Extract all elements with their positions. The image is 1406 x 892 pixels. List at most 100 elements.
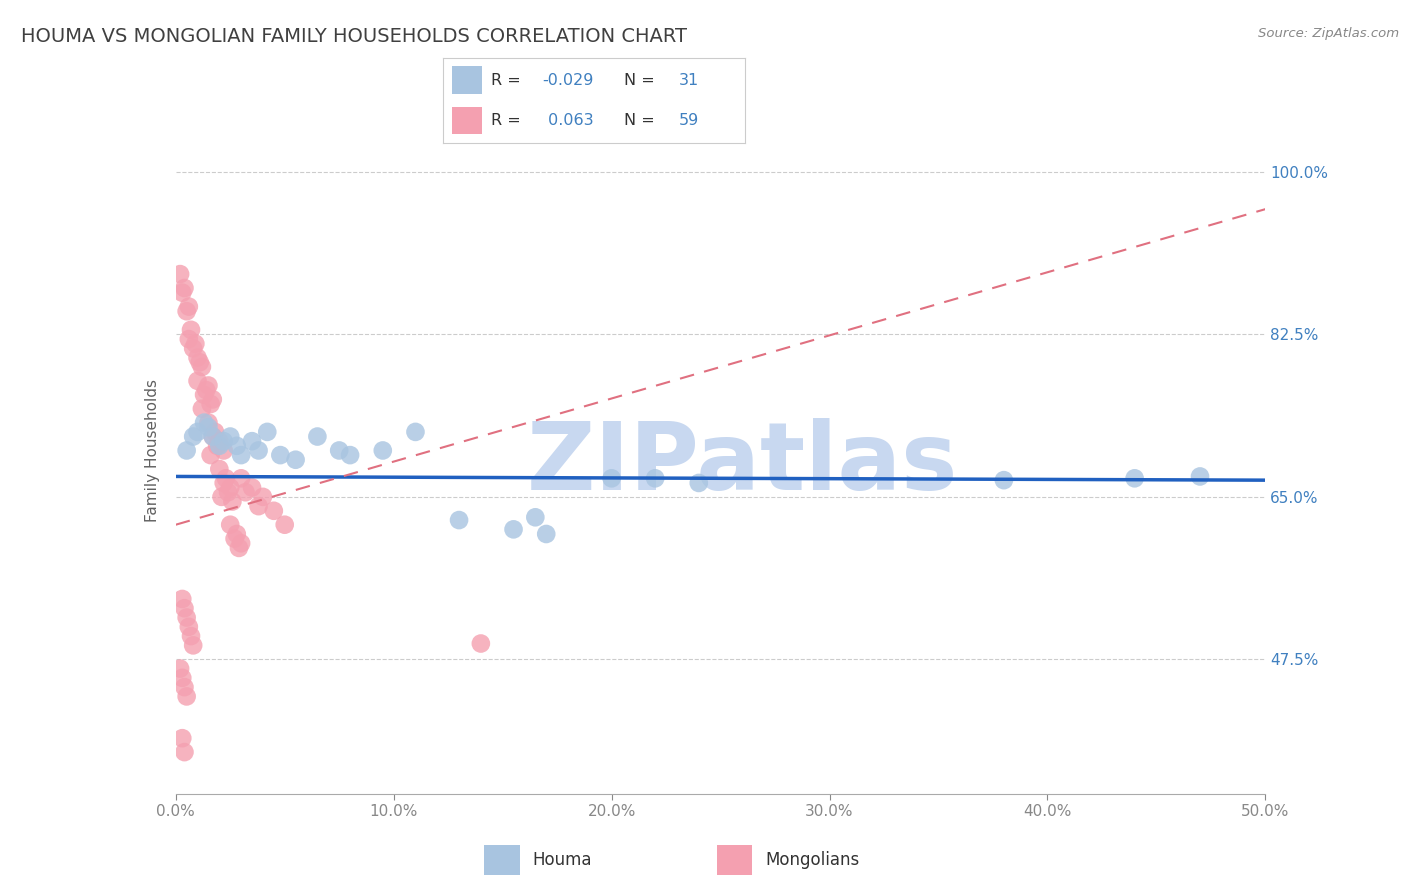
Point xyxy=(204,425,226,439)
Point xyxy=(169,267,191,281)
Point xyxy=(212,475,235,490)
Point xyxy=(231,536,253,550)
Point xyxy=(534,527,557,541)
Point xyxy=(208,462,231,476)
Bar xyxy=(451,67,482,94)
Text: 0.063: 0.063 xyxy=(543,113,593,128)
Point xyxy=(188,355,211,369)
Point xyxy=(200,448,222,462)
Point xyxy=(193,416,215,430)
Point xyxy=(191,401,214,416)
Point xyxy=(405,425,427,439)
Point xyxy=(193,388,215,402)
Bar xyxy=(451,107,482,134)
Point xyxy=(224,532,246,546)
Point xyxy=(240,434,263,449)
Point xyxy=(191,359,214,374)
Point xyxy=(219,429,242,443)
Bar xyxy=(484,845,520,875)
Point xyxy=(228,541,250,555)
Point xyxy=(184,336,207,351)
Point xyxy=(177,620,200,634)
Point xyxy=(173,680,195,694)
Point xyxy=(195,383,218,397)
Y-axis label: Family Households: Family Households xyxy=(145,379,160,522)
Point xyxy=(240,481,263,495)
Point xyxy=(263,504,285,518)
Point xyxy=(247,443,270,458)
Text: -0.029: -0.029 xyxy=(543,72,593,87)
Bar xyxy=(717,845,752,875)
Point xyxy=(247,499,270,513)
Text: 31: 31 xyxy=(679,72,699,87)
Point xyxy=(447,513,470,527)
Point xyxy=(328,443,350,458)
Text: Source: ZipAtlas.com: Source: ZipAtlas.com xyxy=(1258,27,1399,40)
Point xyxy=(470,636,492,650)
Point xyxy=(205,439,228,453)
Point xyxy=(371,443,394,458)
Point xyxy=(200,397,222,411)
Point xyxy=(181,429,204,443)
Point xyxy=(307,429,329,443)
Point xyxy=(269,448,291,462)
Point xyxy=(173,281,195,295)
Point xyxy=(211,490,233,504)
Point xyxy=(219,481,242,495)
Point xyxy=(212,434,235,449)
Point xyxy=(180,323,202,337)
Point xyxy=(197,420,219,434)
Text: Mongolians: Mongolians xyxy=(765,851,859,869)
Point xyxy=(252,490,274,504)
Point xyxy=(993,473,1015,487)
Point xyxy=(502,522,524,536)
Point xyxy=(688,475,710,490)
Point xyxy=(172,591,194,606)
Point xyxy=(256,425,278,439)
Point xyxy=(217,485,239,500)
Point xyxy=(231,471,253,485)
Point xyxy=(176,304,198,318)
Point xyxy=(231,448,253,462)
Point xyxy=(225,527,247,541)
Point xyxy=(172,671,194,685)
Text: 59: 59 xyxy=(679,113,699,128)
Point xyxy=(177,332,200,346)
Text: R =: R = xyxy=(491,72,526,87)
Point xyxy=(186,374,209,388)
Point xyxy=(235,485,257,500)
Point xyxy=(339,448,361,462)
Point xyxy=(169,662,191,676)
Point xyxy=(201,392,224,407)
Point xyxy=(173,601,195,615)
Point xyxy=(600,471,623,485)
Point xyxy=(221,494,243,508)
Point xyxy=(173,745,195,759)
Point xyxy=(201,429,224,443)
Point xyxy=(212,443,235,458)
Text: HOUMA VS MONGOLIAN FAMILY HOUSEHOLDS CORRELATION CHART: HOUMA VS MONGOLIAN FAMILY HOUSEHOLDS COR… xyxy=(21,27,688,45)
Point xyxy=(644,471,666,485)
Point xyxy=(524,510,547,524)
Point xyxy=(219,517,242,532)
Point xyxy=(172,731,194,746)
Text: N =: N = xyxy=(624,72,661,87)
Text: ZIPatlas: ZIPatlas xyxy=(527,418,957,510)
Point xyxy=(197,416,219,430)
Point xyxy=(1123,471,1146,485)
Point xyxy=(180,629,202,643)
Point xyxy=(208,434,231,449)
Point xyxy=(181,342,204,356)
Point xyxy=(176,690,198,704)
Text: Houma: Houma xyxy=(533,851,592,869)
Point xyxy=(208,439,231,453)
Point xyxy=(197,378,219,392)
Point xyxy=(274,517,297,532)
Point xyxy=(177,300,200,314)
Point xyxy=(1189,469,1212,483)
Point xyxy=(225,439,247,453)
Point xyxy=(176,443,198,458)
Point xyxy=(181,639,204,653)
Point xyxy=(215,471,238,485)
Point xyxy=(186,425,209,439)
